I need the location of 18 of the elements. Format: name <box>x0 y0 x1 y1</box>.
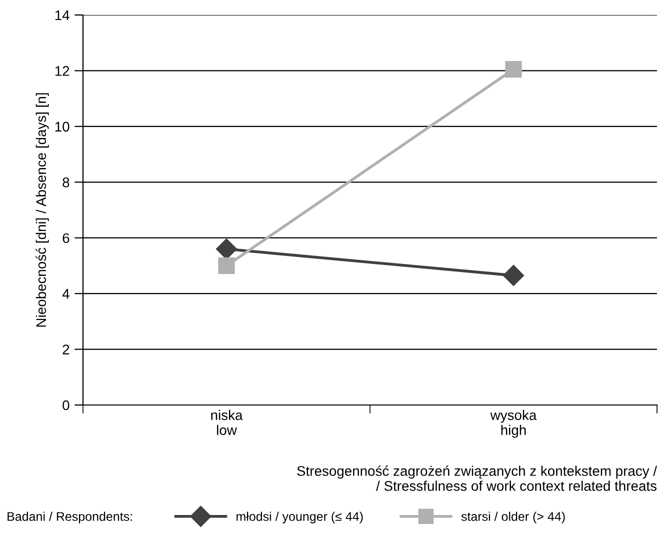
y-tick-label: 2 <box>62 344 70 354</box>
y-tick-label: 0 <box>62 400 70 410</box>
x-tick-label: wysoka high <box>490 410 537 438</box>
point <box>218 257 235 274</box>
x-tick-label: niska low <box>211 410 243 436</box>
y-tick-label: 14 <box>55 10 70 20</box>
legend-label: starsi / older (> 44) <box>461 512 565 524</box>
y-tick-label: 10 <box>55 122 70 132</box>
x-axis-title: Stresogenność zagrożeń związanych z kontekstem pracy / / Stressfulness of work context related threats <box>297 466 658 491</box>
y-axis-title: Nieobecność [dni] / Absence [days] [n] <box>36 93 49 327</box>
point <box>502 264 524 286</box>
y-tick-label: 6 <box>62 233 70 244</box>
legend-label: młodsi / younger (≤ 44) <box>236 512 363 524</box>
y-tick-label: 12 <box>55 66 70 76</box>
y-tick-label: 8 <box>62 177 70 188</box>
y-tick-label: 4 <box>62 289 70 299</box>
legend-title: Badani / Respondents: <box>8 512 132 524</box>
point <box>505 60 522 78</box>
